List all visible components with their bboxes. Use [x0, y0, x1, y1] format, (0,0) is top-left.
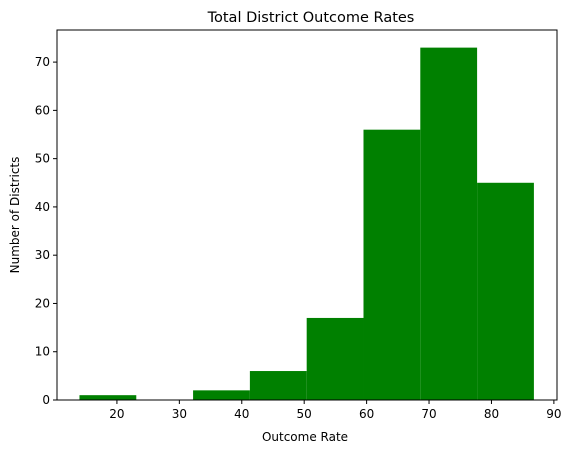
x-tick-label: 20 — [109, 407, 124, 421]
y-tick-label: 30 — [35, 248, 50, 262]
x-tick-label: 30 — [172, 407, 187, 421]
x-tick-label: 80 — [484, 407, 499, 421]
chart-title: Total District Outcome Rates — [207, 10, 415, 26]
y-tick-label: 10 — [35, 345, 50, 359]
histogram-bar-4 — [306, 317, 364, 400]
histogram-bar-2 — [193, 390, 250, 400]
histogram-bar-5 — [363, 129, 421, 400]
histogram-bar-7 — [477, 182, 534, 400]
bars-group — [79, 47, 534, 400]
x-tick-label: 40 — [234, 407, 249, 421]
x-tick-label: 50 — [297, 407, 312, 421]
y-tick-label: 50 — [35, 152, 50, 166]
y-tick-label: 70 — [35, 55, 50, 69]
histogram-bar-0 — [79, 395, 137, 400]
y-tick-label: 20 — [35, 296, 50, 310]
x-tick-label: 60 — [359, 407, 374, 421]
histogram-bar-6 — [420, 47, 478, 400]
x-tick-label: 90 — [546, 407, 561, 421]
y-tick-label: 40 — [35, 200, 50, 214]
y-tick-label: 60 — [35, 103, 50, 117]
x-axis-ticks: 20 30 40 50 60 70 80 90 — [109, 400, 562, 421]
plot-frame — [56, 29, 558, 401]
x-tick-label: 70 — [421, 407, 436, 421]
x-axis-label: Outcome Rate — [262, 430, 348, 444]
y-tick-label: 0 — [42, 393, 50, 407]
histogram-bar-3 — [249, 371, 307, 400]
y-axis-label: Number of Districts — [8, 157, 22, 274]
y-axis-ticks: 0 10 20 30 40 50 60 70 — [35, 55, 57, 407]
